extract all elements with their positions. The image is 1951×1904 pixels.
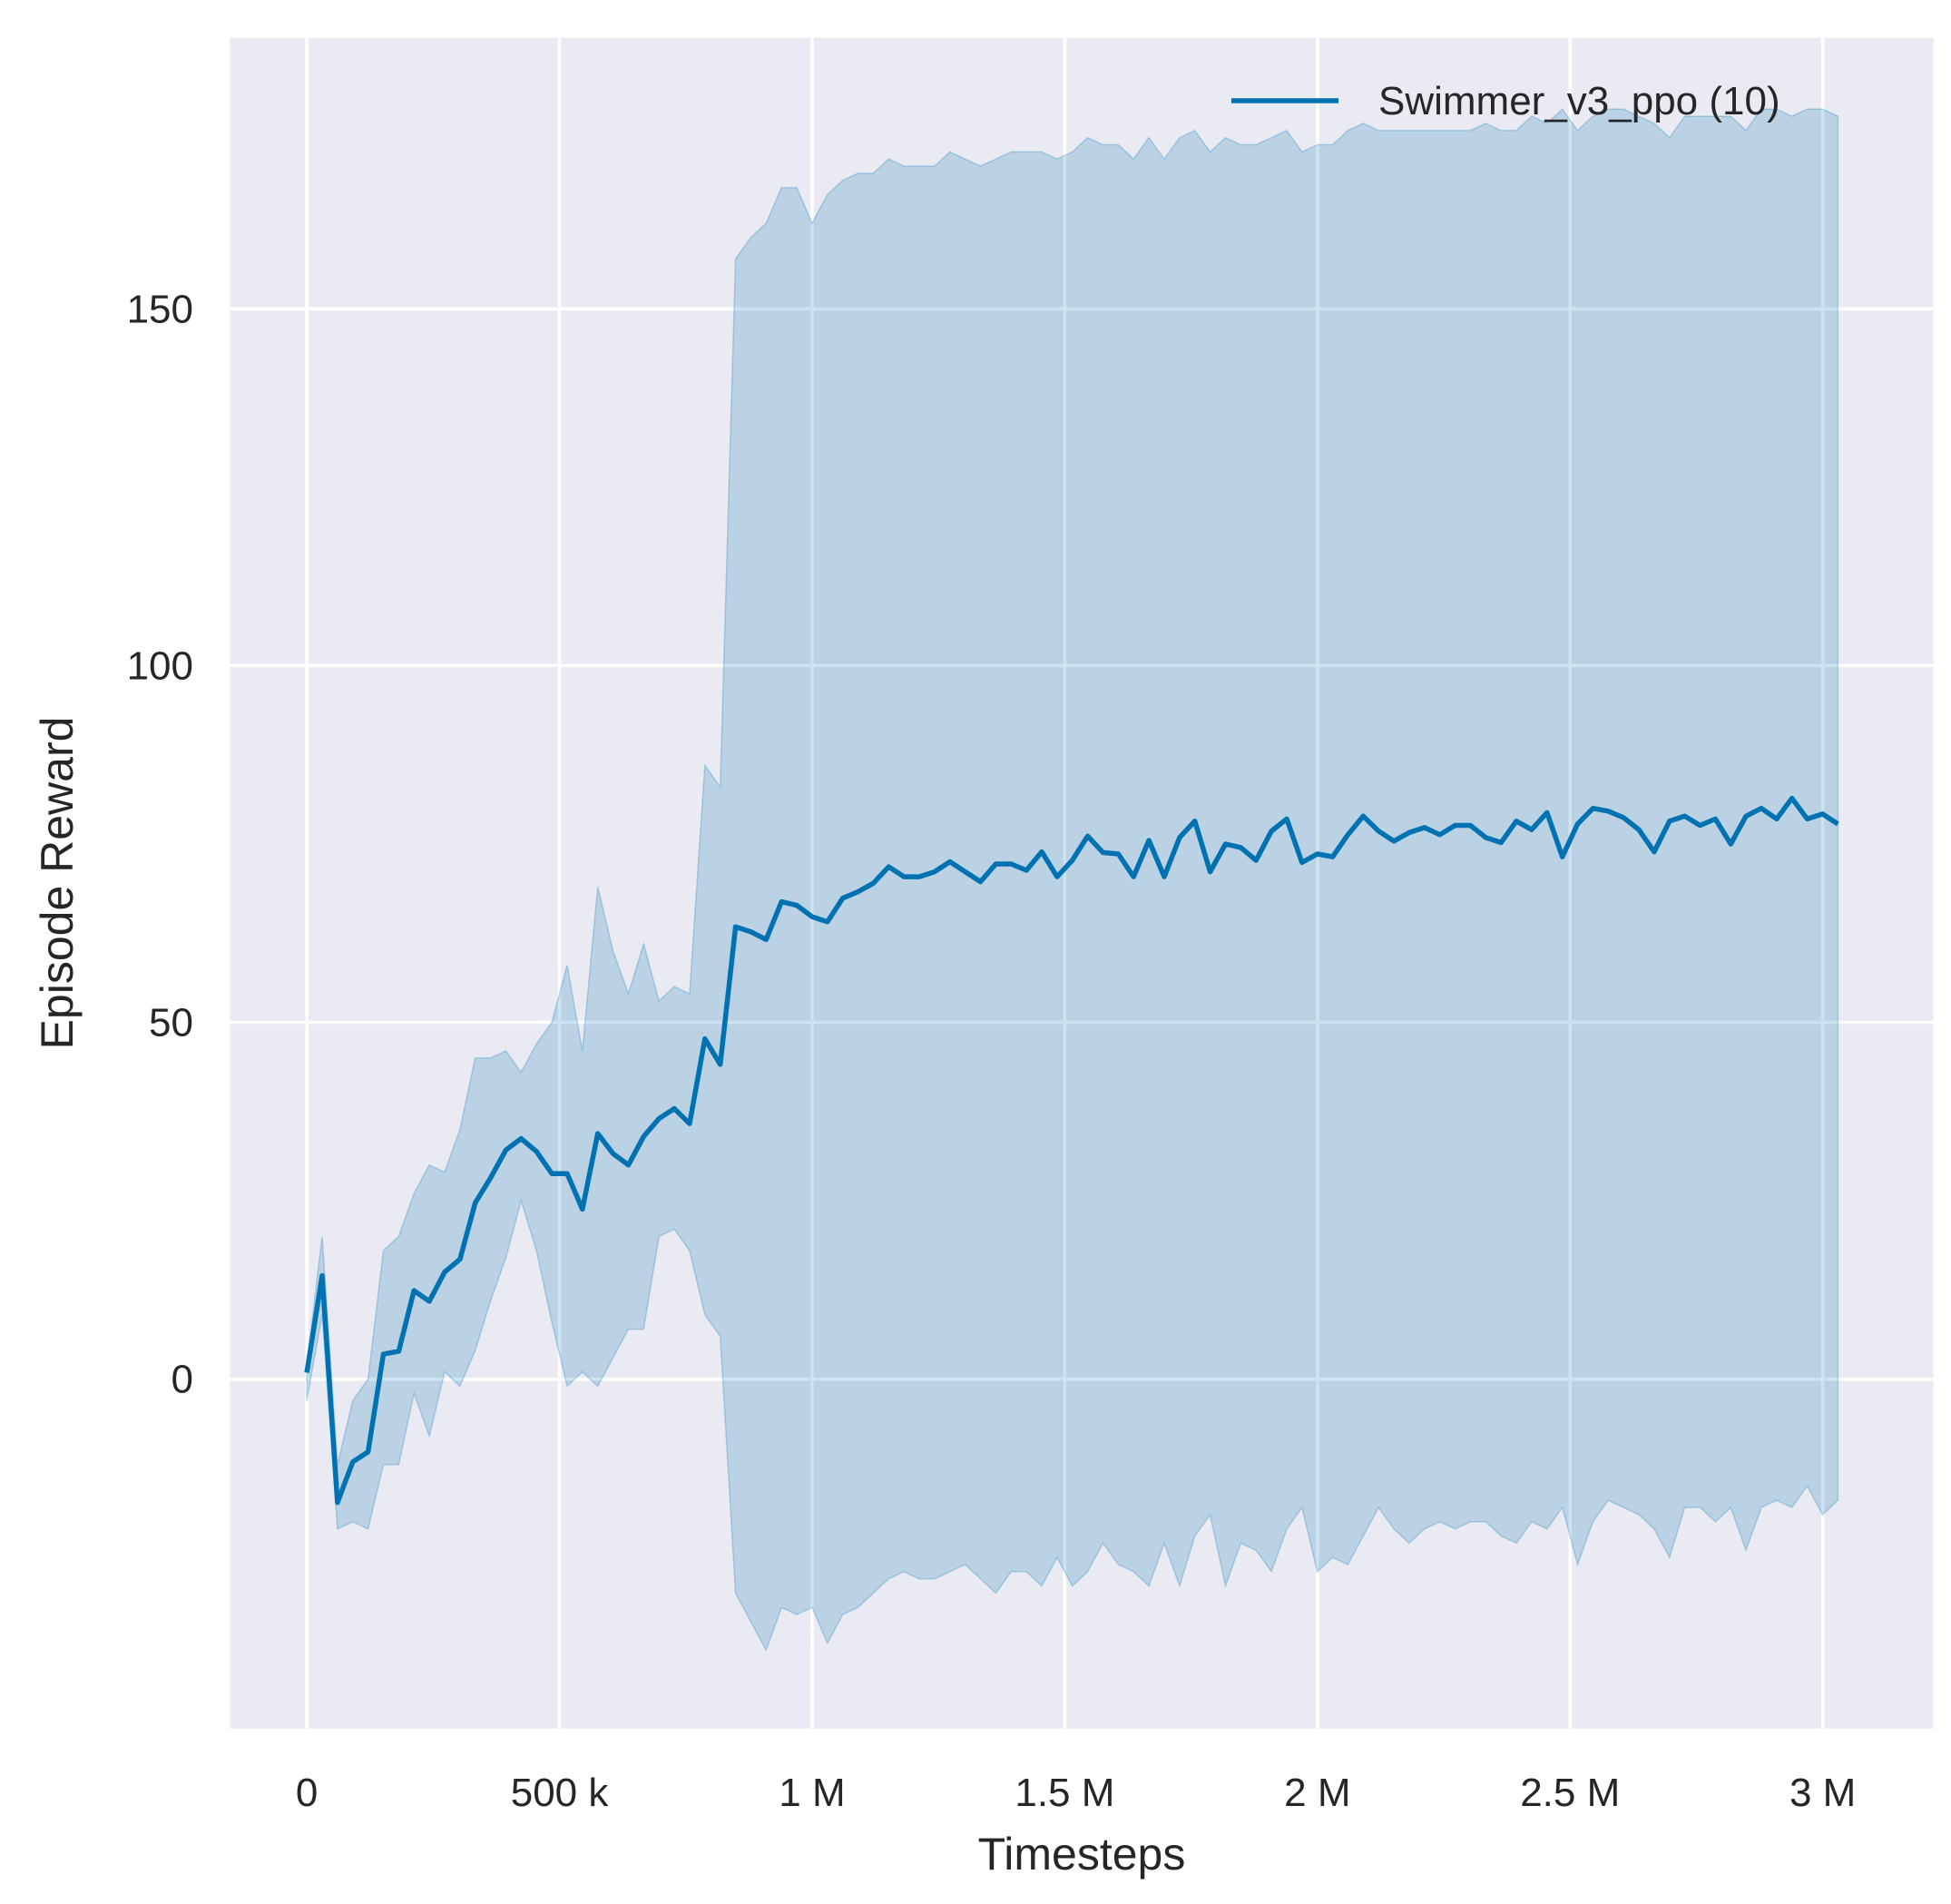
- x-axis-ticks: 0 500 k 1 M 1.5 M 2 M 2.5 M 3 M: [296, 1771, 1856, 1815]
- grid-lines: [230, 37, 1934, 1729]
- x-axis-label: Timesteps: [978, 1829, 1186, 1879]
- legend: Swimmer_v3_ppo (10): [1231, 79, 1780, 123]
- y-tick-label: 0: [172, 1358, 193, 1402]
- x-tick-label: 2 M: [1284, 1771, 1350, 1815]
- x-tick-label: 3 M: [1789, 1771, 1856, 1815]
- y-tick-label: 50: [149, 1001, 193, 1045]
- x-tick-label: 1.5 M: [1015, 1771, 1114, 1815]
- x-tick-label: 1 M: [779, 1771, 845, 1815]
- plot-background: [230, 37, 1934, 1729]
- series-mean-line: [304, 795, 1839, 1506]
- legend-label: Swimmer_v3_ppo (10): [1378, 79, 1780, 123]
- x-tick-label: 500 k: [511, 1771, 610, 1815]
- x-tick-label: 2.5 M: [1520, 1771, 1620, 1815]
- y-tick-label: 100: [127, 643, 193, 688]
- series-confidence-band: [306, 108, 1839, 1653]
- y-axis-label: Episode Reward: [32, 717, 83, 1050]
- y-tick-label: 150: [127, 287, 193, 331]
- x-tick-label: 0: [296, 1771, 318, 1815]
- y-axis-ticks: 0 50 100 150: [127, 287, 193, 1401]
